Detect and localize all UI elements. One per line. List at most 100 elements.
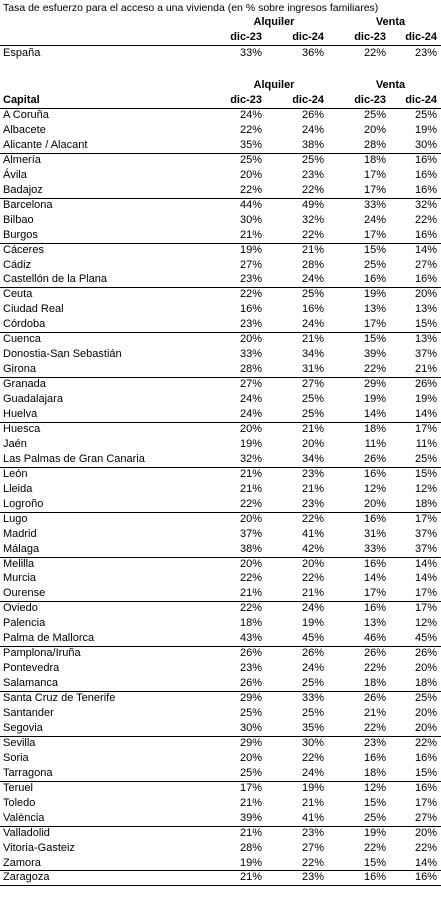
cell: 20% xyxy=(239,168,262,181)
period-header: dic-24 xyxy=(405,31,437,43)
cell: 19% xyxy=(239,856,262,869)
cell: 20% xyxy=(414,662,437,675)
cell: 22% xyxy=(301,751,324,764)
cell: 24% xyxy=(301,602,324,615)
period-header: dic-23 xyxy=(354,94,386,106)
row-label: Ourense xyxy=(3,587,46,600)
row-label: Ceuta xyxy=(3,288,33,301)
cell: 27% xyxy=(414,258,437,271)
cell: 29% xyxy=(363,378,386,391)
cell: 22% xyxy=(239,497,262,510)
cell: 22% xyxy=(239,602,262,615)
row-label: Ciudad Real xyxy=(3,303,64,316)
cell: 25% xyxy=(239,766,262,779)
cell: 26% xyxy=(414,647,437,660)
cell: 23% xyxy=(363,736,386,749)
cell: 21% xyxy=(301,422,324,435)
row-label: España xyxy=(3,47,41,59)
cell: 22% xyxy=(239,572,262,585)
row-label: Las Palmas de Gran Canaria xyxy=(3,452,145,465)
period-header: dic-23 xyxy=(354,31,386,43)
row-label: Segovia xyxy=(3,721,43,734)
row-label: Valladolid xyxy=(3,826,50,839)
cell: 16% xyxy=(363,467,386,480)
cell: 19% xyxy=(414,123,437,136)
period-header: dic-23 xyxy=(230,31,262,43)
cell: 39% xyxy=(239,811,262,824)
cell: 14% xyxy=(414,243,437,256)
cell: 24% xyxy=(301,662,324,675)
cell: 20% xyxy=(414,707,437,719)
cell: 28% xyxy=(239,841,262,854)
group-header: Venta xyxy=(375,79,406,91)
cell: 26% xyxy=(301,647,324,660)
row-label: Almería xyxy=(3,153,41,166)
cell: 22% xyxy=(363,841,386,854)
cell: 25% xyxy=(301,153,324,166)
cell: 21% xyxy=(301,333,324,346)
cell: 32% xyxy=(414,198,437,211)
cell: 14% xyxy=(414,856,437,869)
cell: 42% xyxy=(301,542,324,555)
cell: 11% xyxy=(364,437,386,450)
cell: 34% xyxy=(301,452,324,465)
cell: 21% xyxy=(239,228,262,241)
row-label: Logroño xyxy=(3,497,44,510)
cell: 16% xyxy=(363,602,386,615)
cell: 24% xyxy=(239,408,262,420)
row-label: Granada xyxy=(3,378,46,391)
cell: 19% xyxy=(363,826,386,839)
cell: 38% xyxy=(239,542,262,555)
cell: 18% xyxy=(363,422,386,435)
cell: 25% xyxy=(363,811,386,824)
cell: 14% xyxy=(414,557,437,570)
row-label: Palma de Mallorca xyxy=(3,632,95,645)
cell: 43% xyxy=(239,632,262,645)
cell: 28% xyxy=(363,138,386,151)
cell: 23% xyxy=(414,47,437,59)
cell: 19% xyxy=(414,393,437,406)
cell: 21% xyxy=(239,871,262,884)
row-label: Donostia-San Sebastián xyxy=(3,348,122,361)
cell: 12% xyxy=(363,781,386,794)
group-header: Alquiler xyxy=(253,16,295,28)
cell: 17% xyxy=(414,587,437,600)
cell: 21% xyxy=(414,363,437,376)
cell: 13% xyxy=(414,333,437,346)
cell: 22% xyxy=(301,856,324,869)
cell: 26% xyxy=(363,647,386,660)
cell: 16% xyxy=(301,303,324,316)
cell: 16% xyxy=(363,557,386,570)
cell: 49% xyxy=(301,198,324,211)
cell: 24% xyxy=(363,213,386,226)
cell: 30% xyxy=(301,736,324,749)
row-label: Melilla xyxy=(3,557,35,570)
cell: 18% xyxy=(414,497,437,510)
cell: 16% xyxy=(363,871,386,884)
cell: 22% xyxy=(414,736,437,749)
row-label: Barcelona xyxy=(3,198,53,211)
cell: 16% xyxy=(239,303,262,316)
cell: 37% xyxy=(239,527,262,540)
cell: 21% xyxy=(239,587,262,600)
row-label: Girona xyxy=(3,363,37,376)
cell: 26% xyxy=(363,452,386,465)
cell: 30% xyxy=(239,721,262,734)
cell: 20% xyxy=(239,751,262,764)
rule xyxy=(0,870,441,872)
cell: 24% xyxy=(239,393,262,406)
cell: 15% xyxy=(414,318,437,331)
cell: 33% xyxy=(239,348,262,361)
cell: 34% xyxy=(301,348,324,361)
cell: 20% xyxy=(239,333,262,346)
row-label: Santander xyxy=(3,707,54,719)
row-label: Palencia xyxy=(3,617,46,630)
cell: 18% xyxy=(363,153,386,166)
row-label: Cáceres xyxy=(3,243,44,256)
cell: 22% xyxy=(414,841,437,854)
row-label: València xyxy=(3,811,45,824)
row-label: Huelva xyxy=(3,408,38,420)
cell: 22% xyxy=(301,572,324,585)
rule xyxy=(0,466,441,468)
cell: 17% xyxy=(363,228,386,241)
